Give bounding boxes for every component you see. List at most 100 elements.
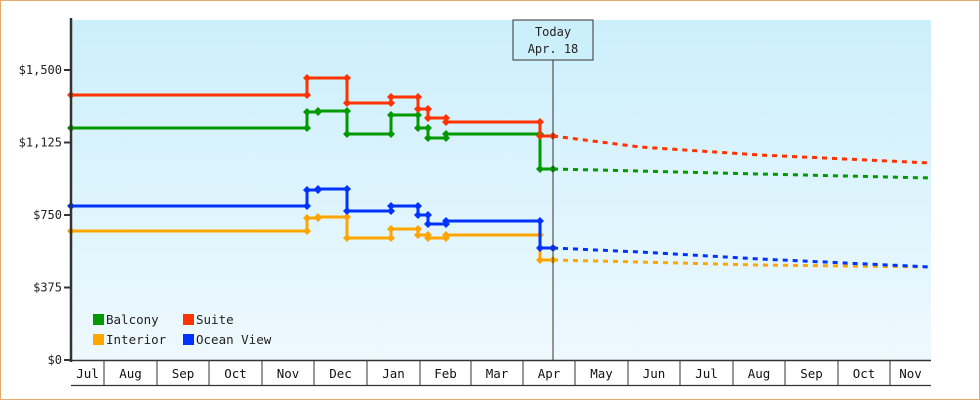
data-point-marker[interactable] — [303, 108, 311, 116]
data-point-marker[interactable] — [303, 202, 311, 210]
month-label: Dec — [329, 366, 352, 381]
data-point-marker[interactable] — [387, 130, 395, 138]
data-point-marker[interactable] — [387, 207, 395, 215]
data-point-marker[interactable] — [424, 211, 432, 219]
y-tick-label: $0 — [48, 353, 62, 367]
data-point-marker[interactable] — [303, 124, 311, 132]
data-point-marker[interactable] — [424, 105, 432, 113]
y-tick-label: $1,500 — [19, 63, 62, 77]
month-label: Aug — [748, 366, 771, 381]
data-point-marker[interactable] — [387, 202, 395, 210]
data-point-marker[interactable] — [424, 134, 432, 142]
month-label: Nov — [899, 366, 922, 381]
historical-line — [71, 76, 553, 138]
series-layer — [67, 74, 932, 269]
y-tick-label: $750 — [33, 208, 62, 222]
data-point-marker[interactable] — [424, 234, 432, 242]
legend-swatch — [93, 334, 104, 345]
y-axis-ticks: $0 $375 $750 $1,125 $1,500 — [19, 63, 71, 367]
legend-item-balcony: Balcony — [93, 312, 159, 327]
data-point-marker[interactable] — [387, 93, 395, 101]
data-point-marker[interactable] — [303, 214, 311, 222]
month-label: Sep — [800, 366, 823, 381]
data-point-marker[interactable] — [343, 207, 351, 215]
y-tick-label: $375 — [33, 281, 62, 295]
month-label: Feb — [434, 366, 457, 381]
legend: Balcony Suite Interior Ocean View — [93, 312, 272, 347]
data-point-marker[interactable] — [442, 217, 450, 225]
data-point-marker[interactable] — [303, 227, 311, 235]
forecast-line — [552, 246, 932, 269]
data-point-marker[interactable] — [343, 130, 351, 138]
data-point-marker[interactable] — [387, 99, 395, 107]
month-label: Jul — [76, 366, 99, 381]
data-point-marker[interactable] — [414, 93, 422, 101]
data-point-marker[interactable] — [303, 91, 311, 99]
data-point-marker[interactable] — [536, 118, 544, 126]
data-point-marker[interactable] — [387, 234, 395, 242]
data-point-marker[interactable] — [414, 225, 422, 233]
month-label: May — [590, 366, 613, 381]
data-point-marker[interactable] — [536, 132, 544, 140]
today-label-box — [512, 19, 594, 61]
forecast-line — [552, 167, 932, 180]
data-point-marker[interactable] — [343, 185, 351, 193]
legend-item-ocean-view: Ocean View — [183, 332, 272, 347]
data-point-marker[interactable] — [314, 185, 322, 193]
data-point-marker[interactable] — [414, 111, 422, 119]
data-point-marker[interactable] — [303, 186, 311, 194]
series-suite — [67, 74, 932, 165]
legend-item-suite: Suite — [183, 312, 234, 327]
data-point-marker[interactable] — [414, 211, 422, 219]
x-axis-months: Jul Aug Sep Oct Nov Dec Jan Feb Mar Apr May Jun Jul A… — [71, 361, 931, 387]
data-point-marker[interactable] — [343, 234, 351, 242]
data-point-marker[interactable] — [303, 74, 311, 82]
data-point-marker[interactable] — [424, 114, 432, 122]
data-point-marker[interactable] — [442, 231, 450, 239]
today-label: Today — [535, 25, 571, 39]
data-point-marker[interactable] — [343, 107, 351, 115]
today-date: Apr. 18 — [528, 42, 579, 56]
month-label: Jun — [643, 366, 666, 381]
y-tick-label: $1,125 — [19, 136, 62, 150]
legend-label: Interior — [106, 332, 167, 347]
series-interior — [67, 213, 932, 269]
data-point-marker[interactable] — [343, 74, 351, 82]
month-label: Apr — [538, 366, 561, 381]
legend-label: Suite — [196, 312, 234, 327]
data-point-marker[interactable] — [424, 220, 432, 228]
series-balcony — [67, 107, 932, 180]
data-point-marker[interactable] — [343, 213, 351, 221]
legend-label: Ocean View — [196, 332, 272, 347]
data-point-marker[interactable] — [414, 231, 422, 239]
data-point-marker[interactable] — [414, 124, 422, 132]
month-label: Oct — [224, 366, 247, 381]
legend-swatch — [183, 314, 194, 325]
data-point-marker[interactable] — [536, 165, 544, 173]
month-label: Aug — [119, 366, 142, 381]
legend-swatch — [93, 314, 104, 325]
month-label: Sep — [172, 366, 195, 381]
month-label: Jan — [382, 366, 405, 381]
data-point-marker[interactable] — [442, 130, 450, 138]
forecast-line — [552, 134, 932, 165]
data-point-marker[interactable] — [536, 244, 544, 252]
data-point-marker[interactable] — [387, 225, 395, 233]
month-label: Mar — [486, 366, 509, 381]
data-point-marker[interactable] — [343, 99, 351, 107]
data-point-marker[interactable] — [414, 105, 422, 113]
legend-item-interior: Interior — [93, 332, 167, 347]
data-point-marker[interactable] — [536, 256, 544, 264]
data-point-marker[interactable] — [314, 107, 322, 115]
data-point-marker[interactable] — [314, 213, 322, 221]
month-label: Nov — [277, 366, 300, 381]
data-point-marker[interactable] — [387, 111, 395, 119]
data-point-marker[interactable] — [536, 217, 544, 225]
data-point-marker[interactable] — [424, 124, 432, 132]
data-point-marker[interactable] — [442, 118, 450, 126]
month-label: Jul — [695, 366, 718, 381]
today-marker: Today Apr. 18 — [512, 19, 594, 360]
month-label: Oct — [853, 366, 876, 381]
data-point-marker[interactable] — [414, 202, 422, 210]
